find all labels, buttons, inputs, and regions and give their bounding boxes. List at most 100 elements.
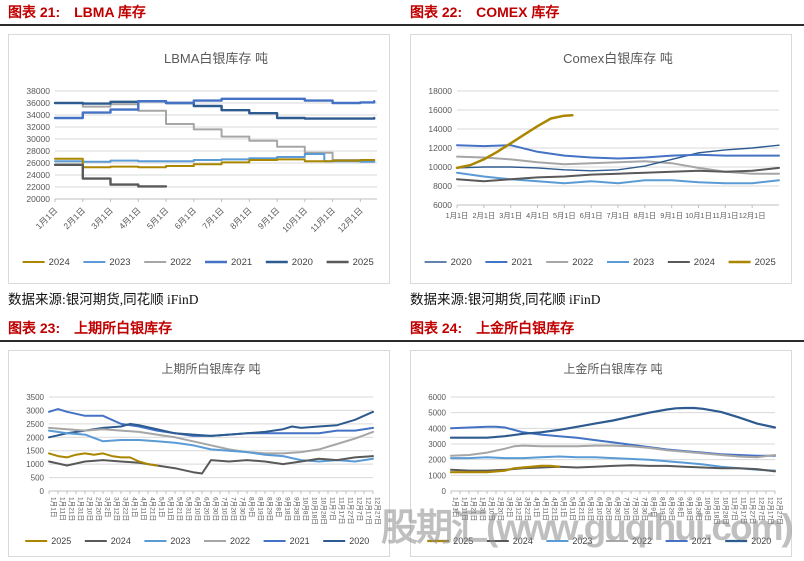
svg-text:2月10日: 2月10日 xyxy=(86,497,94,521)
svg-text:6月10日: 6月10日 xyxy=(194,497,202,521)
figure-header-22: 图表 22: COMEX 库存 xyxy=(402,0,804,26)
svg-text:2025: 2025 xyxy=(755,257,776,268)
svg-text:9月1日: 9月1日 xyxy=(256,205,282,231)
svg-text:2020: 2020 xyxy=(751,536,771,546)
svg-text:1月11日: 1月11日 xyxy=(461,497,469,521)
svg-text:10月28日: 10月28日 xyxy=(320,497,328,525)
svg-text:上金所白银库存 吨: 上金所白银库存 吨 xyxy=(563,361,662,376)
svg-text:10月18日: 10月18日 xyxy=(311,497,319,525)
svg-text:12月27日: 12月27日 xyxy=(776,497,784,525)
svg-text:4月21日: 4月21日 xyxy=(149,497,157,521)
svg-text:2024: 2024 xyxy=(111,536,131,546)
svg-text:0: 0 xyxy=(442,487,447,496)
svg-text:2000: 2000 xyxy=(26,433,44,442)
svg-text:1月21日: 1月21日 xyxy=(68,497,76,521)
svg-text:2021: 2021 xyxy=(692,536,712,546)
svg-text:10月8日: 10月8日 xyxy=(704,497,712,521)
svg-text:28000: 28000 xyxy=(26,146,50,156)
svg-text:7月1日: 7月1日 xyxy=(200,205,226,231)
lbma-inventory-chart: LBMA白银库存 吨 20000 22000 24000 26000 28000 30000… xyxy=(8,34,390,284)
svg-text:1000: 1000 xyxy=(26,460,44,469)
svg-text:8000: 8000 xyxy=(433,181,452,191)
svg-text:34000: 34000 xyxy=(26,110,50,120)
svg-text:5月11日: 5月11日 xyxy=(569,497,577,521)
svg-text:8月29日: 8月29日 xyxy=(266,497,274,521)
svg-text:2500: 2500 xyxy=(26,420,44,429)
svg-text:5月31日: 5月31日 xyxy=(185,497,193,521)
svg-text:8月29日: 8月29日 xyxy=(668,497,676,521)
svg-text:2021: 2021 xyxy=(511,257,532,268)
svg-text:3月22日: 3月22日 xyxy=(524,497,532,521)
svg-text:1月11日: 1月11日 xyxy=(59,497,67,521)
svg-text:36000: 36000 xyxy=(26,98,50,108)
svg-text:7月20日: 7月20日 xyxy=(230,497,238,521)
svg-text:11月1日: 11月1日 xyxy=(712,211,738,220)
svg-text:2022: 2022 xyxy=(230,536,250,546)
svg-text:2023: 2023 xyxy=(633,257,654,268)
svg-text:4月11日: 4月11日 xyxy=(542,497,550,521)
svg-text:11月7日: 11月7日 xyxy=(329,497,337,521)
svg-text:2025: 2025 xyxy=(51,536,71,546)
svg-text:1月1日: 1月1日 xyxy=(50,497,58,518)
svg-text:11月27日: 11月27日 xyxy=(749,497,757,524)
svg-text:3月12日: 3月12日 xyxy=(515,497,523,521)
svg-text:12月17日: 12月17日 xyxy=(365,497,373,525)
chart-svg: Comex白银库存 吨 6000 8000 10000 12000 14000 16000 1… xyxy=(424,51,780,268)
bottom-row: 图表 23: 上期所白银库存 上期所白银库存 吨 0 500 1000 1500 2000 2… xyxy=(0,316,804,561)
svg-text:2023: 2023 xyxy=(109,257,130,268)
svg-text:5月1日: 5月1日 xyxy=(560,497,568,518)
svg-text:2025: 2025 xyxy=(353,257,374,268)
svg-text:20000: 20000 xyxy=(26,194,50,204)
svg-text:2月20日: 2月20日 xyxy=(95,497,103,521)
svg-text:10000: 10000 xyxy=(428,162,452,172)
svg-text:9月18日: 9月18日 xyxy=(686,497,694,521)
svg-text:2024: 2024 xyxy=(49,257,70,268)
svg-text:30000: 30000 xyxy=(26,134,50,144)
svg-text:2020: 2020 xyxy=(292,257,313,268)
svg-text:7月1日: 7月1日 xyxy=(607,211,630,220)
top-row: 图表 21: LBMA 库存 LBMA白银库存 吨 20000 22000 24000 2… xyxy=(0,0,804,316)
figure-24-label: 图表 24: xyxy=(410,320,463,336)
svg-text:8月1日: 8月1日 xyxy=(633,211,656,220)
svg-text:11月17日: 11月17日 xyxy=(338,497,346,524)
svg-text:0: 0 xyxy=(40,487,45,496)
svg-text:9月28日: 9月28日 xyxy=(293,497,301,521)
svg-text:8月19日: 8月19日 xyxy=(257,497,265,521)
svg-text:2022: 2022 xyxy=(170,257,191,268)
figure-header-23: 图表 23: 上期所白银库存 xyxy=(0,316,402,342)
svg-text:3月2日: 3月2日 xyxy=(506,497,514,518)
svg-text:4月1日: 4月1日 xyxy=(533,497,541,518)
svg-text:2020: 2020 xyxy=(349,536,369,546)
svg-text:4月21日: 4月21日 xyxy=(551,497,559,521)
svg-text:2022: 2022 xyxy=(632,536,652,546)
svg-text:12000: 12000 xyxy=(428,143,452,153)
svg-text:2024: 2024 xyxy=(513,536,533,546)
figure-24-title: 上金所白银库存 xyxy=(476,320,575,336)
svg-text:6月30日: 6月30日 xyxy=(212,497,220,521)
svg-text:2024: 2024 xyxy=(694,257,715,268)
svg-text:9月8日: 9月8日 xyxy=(275,497,283,518)
svg-text:5月1日: 5月1日 xyxy=(553,211,576,220)
svg-text:7月30日: 7月30日 xyxy=(641,497,649,521)
svg-text:500: 500 xyxy=(31,474,45,483)
svg-text:26000: 26000 xyxy=(26,158,50,168)
svg-text:9月18日: 9月18日 xyxy=(284,497,292,521)
svg-text:10月28日: 10月28日 xyxy=(722,497,730,525)
svg-text:4月1日: 4月1日 xyxy=(131,497,139,518)
svg-text:1月31日: 1月31日 xyxy=(77,497,85,521)
svg-text:1500: 1500 xyxy=(26,447,44,456)
svg-text:8月9日: 8月9日 xyxy=(248,497,256,518)
svg-text:7月20日: 7月20日 xyxy=(632,497,640,521)
svg-text:2021: 2021 xyxy=(290,536,310,546)
svg-text:3000: 3000 xyxy=(428,440,446,449)
svg-text:2023: 2023 xyxy=(572,536,592,546)
svg-text:5月31日: 5月31日 xyxy=(587,497,595,521)
figure-header-24: 图表 24: 上金所白银库存 xyxy=(402,316,804,342)
svg-text:5月1日: 5月1日 xyxy=(158,497,166,518)
svg-text:2020: 2020 xyxy=(451,257,472,268)
panel-lbma: 图表 21: LBMA 库存 LBMA白银库存 吨 20000 22000 24000 2… xyxy=(0,0,402,316)
svg-text:5000: 5000 xyxy=(428,409,446,418)
panel-sge: 图表 24: 上金所白银库存 上金所白银库存 吨 0 1000 2000 3000 4000… xyxy=(402,316,804,561)
figure-22-label: 图表 22: xyxy=(410,4,463,20)
